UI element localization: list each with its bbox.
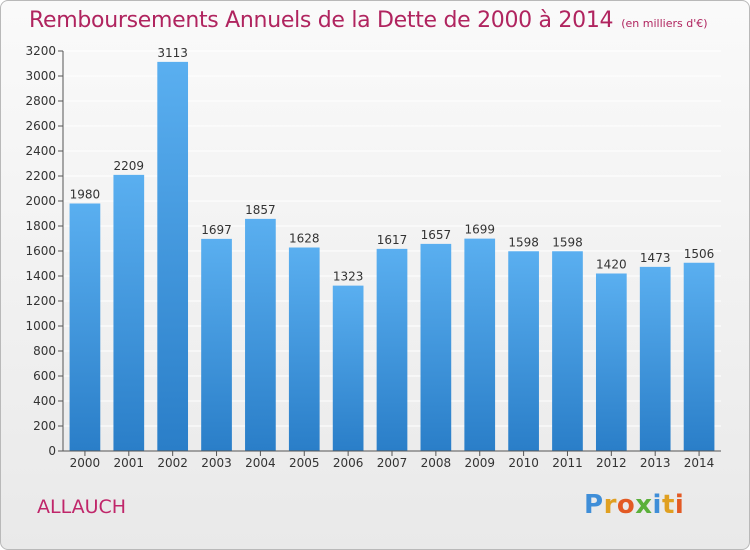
logo-letter: i <box>652 490 662 520</box>
logo-letter: P <box>584 490 604 520</box>
y-tick-label: 2800 <box>25 94 56 108</box>
y-tick-label: 1200 <box>25 294 56 308</box>
bar-2001 <box>113 174 145 451</box>
bar-value-label: 3113 <box>157 46 188 60</box>
bar-2007 <box>376 248 408 451</box>
y-tick-label: 1600 <box>25 244 56 258</box>
bar-value-label: 1506 <box>684 247 715 261</box>
x-axis-ticks: 2000 2001 2002 2003 2004 2005 2006 2007 2008 2009… <box>70 451 715 470</box>
x-tick-label: 2009 <box>464 456 495 470</box>
y-tick-label: 2000 <box>25 194 56 208</box>
bar-2005 <box>288 247 320 451</box>
proxiti-logo: Proxiti <box>584 490 684 520</box>
bar-2013 <box>639 266 671 451</box>
bar-value-label: 1617 <box>377 233 408 247</box>
y-tick-label: 1400 <box>25 269 56 283</box>
y-tick-label: 400 <box>33 394 56 408</box>
x-tick-label: 2008 <box>421 456 452 470</box>
bar-2012 <box>595 273 627 451</box>
logo-letter: t <box>661 490 675 520</box>
logo-letter: o <box>616 490 636 520</box>
x-tick-label: 2005 <box>289 456 320 470</box>
logo-letter: r <box>603 490 617 520</box>
y-tick-label: 2400 <box>25 144 56 158</box>
y-tick-label: 200 <box>33 419 56 433</box>
bar-value-label: 1980 <box>70 188 101 202</box>
x-tick-label: 2014 <box>684 456 715 470</box>
bar-2014 <box>683 262 715 451</box>
bars <box>69 61 715 451</box>
bar-2002 <box>157 61 189 451</box>
bar-value-label: 1699 <box>464 223 495 237</box>
bar-value-label: 1697 <box>201 223 232 237</box>
bar-value-label: 1657 <box>421 228 452 242</box>
y-tick-label: 1000 <box>25 319 56 333</box>
logo-letter: i <box>674 490 685 520</box>
city-name: ALLAUCH <box>37 496 127 518</box>
bar-2003 <box>201 238 232 451</box>
bar-2011 <box>552 251 583 451</box>
bar-value-label: 1628 <box>289 232 320 246</box>
chart-subtitle: (en milliers d'€) <box>621 17 708 30</box>
x-tick-label: 2007 <box>377 456 408 470</box>
x-tick-label: 2000 <box>70 456 101 470</box>
x-tick-label: 2001 <box>114 456 145 470</box>
y-axis-ticks: 0 200 400 600 800 1000 1200 1400 1600 1800 2000 220… <box>25 44 64 458</box>
bar-2008 <box>420 243 452 451</box>
bar-value-label: 1598 <box>552 235 583 249</box>
bar-2006 <box>332 285 364 451</box>
bar-2004 <box>245 218 276 451</box>
bar-2010 <box>508 251 539 451</box>
bar-2000 <box>69 203 101 451</box>
x-tick-label: 2003 <box>201 456 232 470</box>
y-tick-label: 0 <box>48 444 56 458</box>
y-tick-label: 2200 <box>25 169 56 183</box>
bar-value-label: 1857 <box>245 203 276 217</box>
x-tick-label: 2002 <box>157 456 188 470</box>
y-tick-label: 800 <box>33 344 56 358</box>
y-tick-label: 1800 <box>25 219 56 233</box>
x-tick-label: 2012 <box>596 456 627 470</box>
x-tick-label: 2004 <box>245 456 276 470</box>
x-tick-label: 2011 <box>552 456 583 470</box>
bar-value-label: 1420 <box>596 258 627 272</box>
title-row: Remboursements Annuels de la Dette de 20… <box>29 8 708 33</box>
chart-title: Remboursements Annuels de la Dette de 20… <box>29 8 614 33</box>
y-tick-label: 2600 <box>25 119 56 133</box>
bar-labels: 1980 2209 3113 1697 1857 1628 1323 1617 1657 1699… <box>70 46 715 284</box>
bar-value-label: 2209 <box>114 159 145 173</box>
x-tick-label: 2006 <box>333 456 364 470</box>
x-tick-label: 2013 <box>640 456 671 470</box>
logo-letter: x <box>635 490 653 520</box>
bar-value-label: 1323 <box>333 270 364 284</box>
bar-2009 <box>464 238 496 451</box>
y-tick-label: 3000 <box>25 69 56 83</box>
y-tick-label: 600 <box>33 369 56 383</box>
x-tick-label: 2010 <box>508 456 539 470</box>
bar-value-label: 1598 <box>508 235 539 249</box>
bar-value-label: 1473 <box>640 251 671 265</box>
y-tick-label: 3200 <box>25 44 56 58</box>
